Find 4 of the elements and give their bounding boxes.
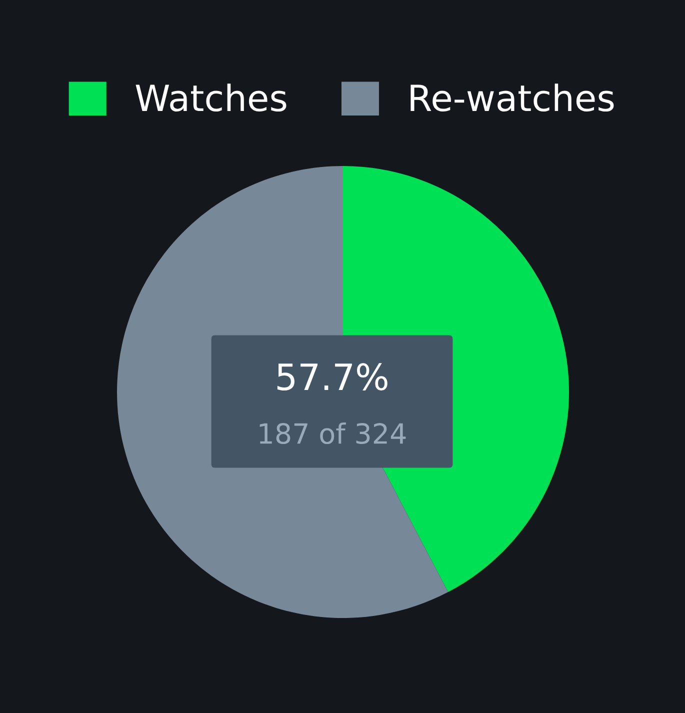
legend-label: Watches <box>136 84 286 112</box>
legend-label: Re-watches <box>410 84 614 112</box>
text: 187 of 324 <box>260 422 406 444</box>
text: 57.7% <box>277 363 388 390</box>
